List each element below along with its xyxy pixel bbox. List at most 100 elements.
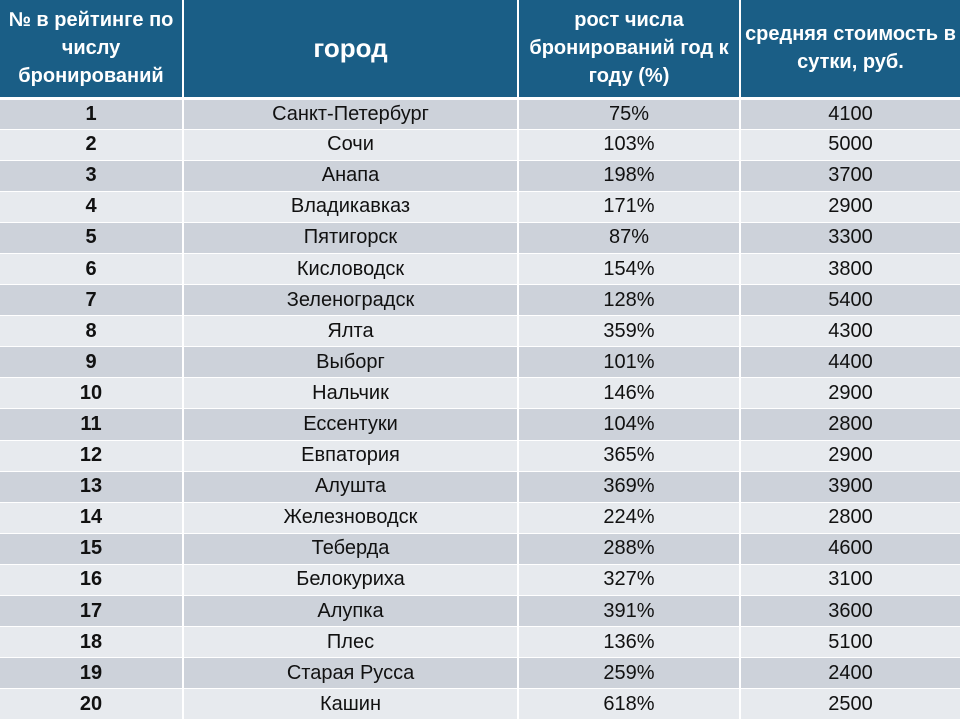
- table-row: 1 Санкт-Петербург 75% 4100: [0, 98, 960, 130]
- cell-price: 2800: [740, 408, 960, 441]
- cell-rank: 12: [0, 440, 184, 472]
- cell-growth: 224%: [518, 502, 741, 534]
- header-rank: № в рейтинге по числу бронирований: [0, 0, 184, 100]
- cell-rank: 2: [0, 129, 184, 161]
- cell-rank: 10: [0, 377, 184, 410]
- cell-rank: 9: [0, 346, 184, 379]
- cell-growth: 75%: [518, 98, 741, 130]
- cell-city: Белокуриха: [183, 564, 519, 597]
- cell-city: Нальчик: [183, 377, 519, 410]
- cell-price: 4300: [740, 315, 960, 348]
- cell-city: Сочи: [183, 129, 519, 161]
- cell-price: 2900: [740, 377, 960, 410]
- table-row: 12 Евпатория 365% 2900: [0, 440, 960, 472]
- header-growth: рост числа бронирований год к году (%): [518, 0, 741, 100]
- table-row: 16 Белокуриха 327% 3100: [0, 564, 960, 597]
- cell-growth: 259%: [518, 657, 741, 690]
- cell-growth: 104%: [518, 408, 741, 441]
- table-row: 3 Анапа 198% 3700: [0, 160, 960, 192]
- table-header: № в рейтинге по числу бронирований город…: [0, 0, 960, 100]
- cell-city: Железноводск: [183, 502, 519, 534]
- cell-rank: 5: [0, 222, 184, 254]
- header-row: № в рейтинге по числу бронирований город…: [0, 0, 960, 100]
- cell-city: Евпатория: [183, 440, 519, 472]
- cell-city: Алупка: [183, 595, 519, 628]
- cell-city: Ессентуки: [183, 408, 519, 441]
- cell-city: Выборг: [183, 346, 519, 379]
- cell-growth: 146%: [518, 377, 741, 410]
- cell-price: 4600: [740, 533, 960, 565]
- cell-price: 5400: [740, 284, 960, 317]
- cell-price: 3900: [740, 471, 960, 503]
- cell-city: Плес: [183, 626, 519, 659]
- cell-rank: 1: [0, 98, 184, 130]
- cell-growth: 128%: [518, 284, 741, 317]
- cell-price: 5000: [740, 129, 960, 161]
- cell-rank: 20: [0, 688, 184, 720]
- cell-rank: 7: [0, 284, 184, 317]
- cell-growth: 369%: [518, 471, 741, 503]
- cell-price: 3300: [740, 222, 960, 254]
- cell-city: Зеленоградск: [183, 284, 519, 317]
- cell-rank: 8: [0, 315, 184, 348]
- cell-city: Кашин: [183, 688, 519, 720]
- cell-rank: 4: [0, 191, 184, 223]
- cell-city: Ялта: [183, 315, 519, 348]
- cell-price: 3800: [740, 253, 960, 286]
- cell-growth: 198%: [518, 160, 741, 192]
- cell-growth: 87%: [518, 222, 741, 254]
- cell-price: 2500: [740, 688, 960, 720]
- cell-city: Теберда: [183, 533, 519, 565]
- table-body: 1 Санкт-Петербург 75% 4100 2 Сочи 103% 5000 3 Ана…: [0, 98, 960, 720]
- cell-growth: 365%: [518, 440, 741, 472]
- table-row: 17 Алупка 391% 3600: [0, 595, 960, 628]
- cell-price: 3700: [740, 160, 960, 192]
- header-price: средняя стоимость в сутки, руб.: [740, 0, 960, 100]
- cell-growth: 103%: [518, 129, 741, 161]
- cell-price: 2800: [740, 502, 960, 534]
- table-row: 14 Железноводск 224% 2800: [0, 502, 960, 534]
- cell-city: Алушта: [183, 471, 519, 503]
- table-row: 8 Ялта 359% 4300: [0, 315, 960, 348]
- cell-rank: 18: [0, 626, 184, 659]
- table-row: 7 Зеленоградск 128% 5400: [0, 284, 960, 317]
- cell-city: Старая Русса: [183, 657, 519, 690]
- cell-growth: 288%: [518, 533, 741, 565]
- cell-growth: 327%: [518, 564, 741, 597]
- cell-city: Анапа: [183, 160, 519, 192]
- table-row: 19 Старая Русса 259% 2400: [0, 657, 960, 690]
- table-row: 15 Теберда 288% 4600: [0, 533, 960, 565]
- cell-city: Владикавказ: [183, 191, 519, 223]
- cell-rank: 17: [0, 595, 184, 628]
- cell-price: 3100: [740, 564, 960, 597]
- table-row: 9 Выборг 101% 4400: [0, 346, 960, 379]
- cell-price: 2900: [740, 440, 960, 472]
- cell-price: 3600: [740, 595, 960, 628]
- cell-rank: 16: [0, 564, 184, 597]
- table-row: 18 Плес 136% 5100: [0, 626, 960, 659]
- cell-rank: 6: [0, 253, 184, 286]
- cell-rank: 13: [0, 471, 184, 503]
- cell-city: Санкт-Петербург: [183, 98, 519, 130]
- cell-price: 4100: [740, 98, 960, 130]
- cell-price: 2900: [740, 191, 960, 223]
- cell-growth: 154%: [518, 253, 741, 286]
- table-row: 11 Ессентуки 104% 2800: [0, 408, 960, 441]
- cell-price: 5100: [740, 626, 960, 659]
- cell-growth: 618%: [518, 688, 741, 720]
- table-row: 10 Нальчик 146% 2900: [0, 377, 960, 410]
- cell-growth: 359%: [518, 315, 741, 348]
- header-city: город: [183, 0, 519, 100]
- table-row: 2 Сочи 103% 5000: [0, 129, 960, 161]
- table-row: 20 Кашин 618% 2500: [0, 688, 960, 720]
- cell-growth: 136%: [518, 626, 741, 659]
- cell-rank: 19: [0, 657, 184, 690]
- cell-price: 4400: [740, 346, 960, 379]
- cell-rank: 11: [0, 408, 184, 441]
- table-row: 4 Владикавказ 171% 2900: [0, 191, 960, 223]
- cell-growth: 101%: [518, 346, 741, 379]
- table-row: 5 Пятигорск 87% 3300: [0, 222, 960, 254]
- cell-rank: 14: [0, 502, 184, 534]
- cell-price: 2400: [740, 657, 960, 690]
